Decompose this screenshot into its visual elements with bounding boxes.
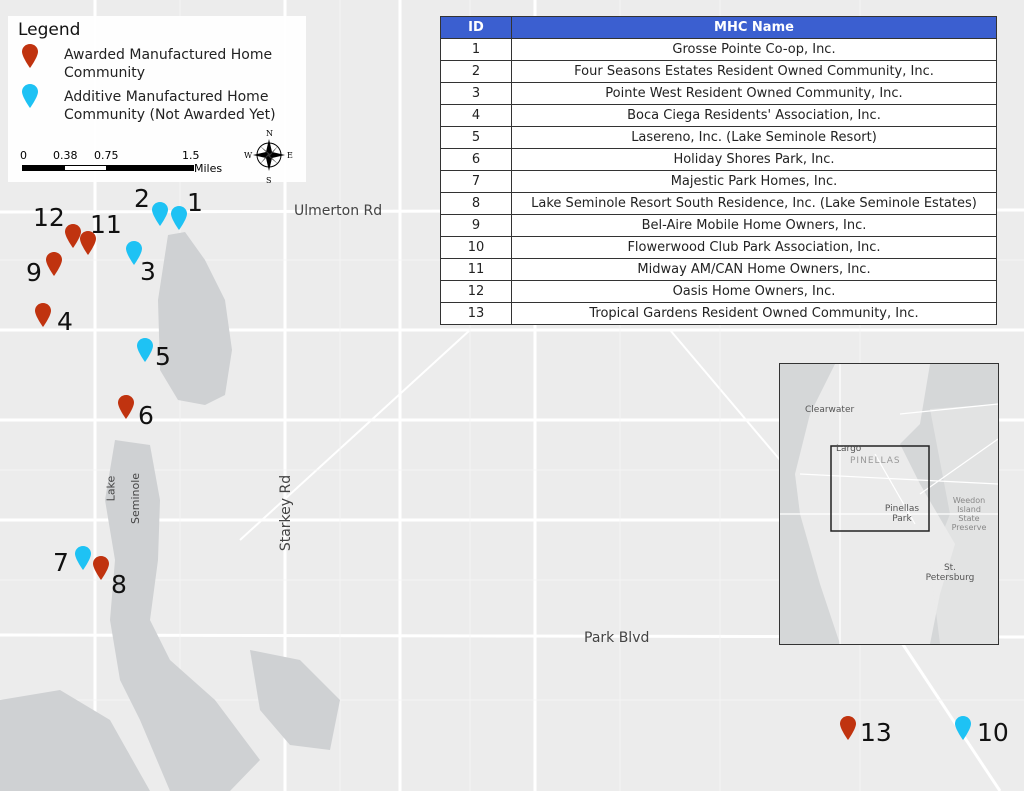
table-row: 1 Grosse Pointe Co-op, Inc. [440,38,997,61]
table-row: 7 Majestic Park Homes, Inc. [440,170,997,193]
table-row: 10 Flowerwood Club Park Association, Inc. [440,236,997,259]
id-cell: 1 [440,38,512,61]
mhc-name-cell: Tropical Gardens Resident Owned Communit… [511,302,997,325]
id-cell: 3 [440,82,512,105]
svg-text:S: S [266,176,271,184]
id-cell: 6 [440,148,512,171]
svg-text:E: E [287,151,293,160]
table-row: 13 Tropical Gardens Resident Owned Commun… [440,302,997,325]
table-row: 4 Boca Ciega Residents' Association, Inc. [440,104,997,127]
id-cell: 2 [440,60,512,83]
table-row: 5 Lasereno, Inc. (Lake Seminole Resort) [440,126,997,149]
lake-label: Seminole [129,472,143,525]
mhc-name-cell: Holiday Shores Park, Inc. [511,148,997,171]
additive-marker-icon[interactable] [152,202,168,226]
legend-item-additive: Additive Manufactured Home Community (No… [64,89,276,123]
inset-extent-box [830,445,930,532]
table-row: 2 Four Seasons Estates Resident Owned Com… [440,60,997,83]
legend-item-awarded: Awarded Manufactured Home Community [64,47,273,81]
scale-tick: 1.5 [182,149,200,162]
id-cell: 11 [440,258,512,281]
legend: Legend Awarded Manufactured Home Communi… [8,16,306,184]
mhc-name-cell: Boca Ciega Residents' Association, Inc. [511,104,997,127]
inset-label: Clearwater [805,405,855,415]
marker-label: 9 [26,258,42,287]
marker-label: 5 [155,342,171,371]
legend-title: Legend [18,20,81,40]
additive-pin-icon [22,84,38,108]
scale-tick: 0.75 [94,149,119,162]
road-label-starkey: Starkey Rd [278,474,295,552]
marker-label: 4 [57,307,73,336]
table-row: 12 Oasis Home Owners, Inc. [440,280,997,303]
marker-label: 12 [33,203,65,232]
svg-text:W: W [244,151,253,160]
scale-tick: 0.38 [53,149,78,162]
road-label-park-blvd: Park Blvd [584,630,650,646]
compass-rose-icon: N S W E [244,129,293,184]
awarded-pin-icon [22,44,38,68]
marker-label: 13 [860,718,892,747]
id-cell: 12 [440,280,512,303]
marker-label: 7 [53,548,69,577]
svg-text:N: N [266,129,273,138]
table-row: 3 Pointe West Resident Owned Community, I… [440,82,997,105]
id-cell: 10 [440,236,512,259]
col-header-name: MHC Name [511,16,997,39]
additive-marker-icon[interactable] [171,206,187,230]
mhc-name-cell: Midway AM/CAN Home Owners, Inc. [511,258,997,281]
mhc-name-cell: Grosse Pointe Co-op, Inc. [511,38,997,61]
mhc-name-cell: Lake Seminole Resort South Residence, In… [511,192,997,215]
id-cell: 7 [440,170,512,193]
inset-label: Weedon Island State Preserve [951,496,987,532]
mhc-name-cell: Oasis Home Owners, Inc. [511,280,997,303]
inset-label: Pinellas Park [884,504,920,524]
awarded-marker-icon[interactable] [118,395,134,419]
col-header-id: ID [440,16,512,39]
id-cell: 5 [440,126,512,149]
marker-label: 6 [138,401,154,430]
id-cell: 4 [440,104,512,127]
mhc-name-cell: Bel-Aire Mobile Home Owners, Inc. [511,214,997,237]
awarded-marker-icon[interactable] [35,303,51,327]
table-row: 9 Bel-Aire Mobile Home Owners, Inc. [440,214,997,237]
inset-map: Clearwater Largo PINELLAS Pinellas Park … [779,363,999,645]
table-row: 6 Holiday Shores Park, Inc. [440,148,997,171]
inset-label: PINELLAS [850,456,901,466]
awarded-marker-icon[interactable] [65,224,81,248]
lake-label: Lake [104,475,118,502]
inset-label: St. Petersburg [925,563,975,583]
awarded-marker-icon[interactable] [80,231,96,255]
id-cell: 9 [440,214,512,237]
mhc-name-cell: Majestic Park Homes, Inc. [511,170,997,193]
scale-unit: Miles [194,162,223,175]
mhc-table: ID MHC Name 1 Grosse Pointe Co-op, Inc. 2 Fo… [440,16,997,325]
table-row: 8 Lake Seminole Resort South Residence, I… [440,192,997,215]
marker-label: 3 [140,257,156,286]
marker-label: 1 [187,188,203,217]
awarded-marker-icon[interactable] [93,556,109,580]
awarded-marker-icon[interactable] [840,716,856,740]
additive-marker-icon[interactable] [75,546,91,570]
mhc-name-cell: Pointe West Resident Owned Community, In… [511,82,997,105]
marker-label: 2 [134,184,150,213]
additive-marker-icon[interactable] [137,338,153,362]
awarded-marker-icon[interactable] [46,252,62,276]
mhc-name-cell: Lasereno, Inc. (Lake Seminole Resort) [511,126,997,149]
id-cell: 13 [440,302,512,325]
marker-label: 8 [111,570,127,599]
id-cell: 8 [440,192,512,215]
mhc-name-cell: Four Seasons Estates Resident Owned Comm… [511,60,997,83]
marker-label: 11 [90,210,122,239]
additive-marker-icon[interactable] [955,716,971,740]
inset-label: Largo [836,444,862,454]
mhc-name-cell: Flowerwood Club Park Association, Inc. [511,236,997,259]
marker-label: 10 [977,718,1009,747]
table-row: 11 Midway AM/CAN Home Owners, Inc. [440,258,997,281]
additive-marker-icon[interactable] [126,241,142,265]
scale-tick: 0 [20,149,27,162]
road-label-ulmerton: Ulmerton Rd [294,203,383,219]
